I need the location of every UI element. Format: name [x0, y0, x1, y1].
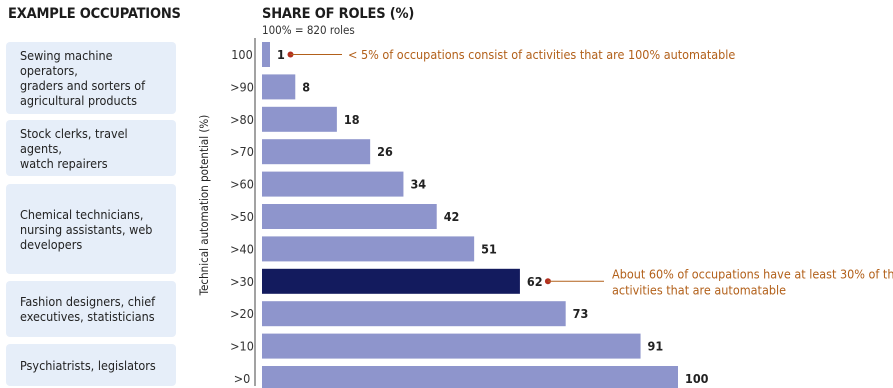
tick-label: >40: [230, 241, 254, 256]
data-label: 100: [685, 371, 709, 386]
occupation-line: Stock clerks, travel agents,: [20, 125, 128, 156]
occupation-line: developers: [20, 236, 83, 252]
tick-label: >0: [234, 371, 251, 386]
tick-label: >70: [230, 144, 254, 159]
annotation-text: About 60% of occupations have at least 3…: [612, 266, 893, 281]
occupation-box: Stock clerks, travel agents, watch repair…: [6, 120, 176, 176]
occupation-box: Sewing machine operators, graders and sor…: [6, 42, 176, 114]
bar: [262, 301, 566, 327]
data-label: 34: [410, 177, 426, 192]
occupation-line: Psychiatrists, legislators: [20, 357, 156, 373]
data-label: 91: [648, 339, 664, 354]
bar: [262, 74, 296, 100]
annotation-text: activities that are automatable: [612, 282, 786, 297]
bar: [262, 366, 678, 388]
data-label: 1: [277, 47, 285, 62]
data-label: 62: [527, 274, 543, 289]
tick-label: 100: [231, 47, 252, 62]
chart-subtitle: 100% = 820 roles: [262, 23, 355, 37]
tick-label: >10: [230, 339, 254, 354]
occupation-line: Chemical technicians,: [20, 206, 144, 222]
occupation-line: graders and sorters of: [20, 78, 146, 93]
tick-label: >20: [230, 306, 254, 321]
data-label: 8: [302, 79, 310, 94]
data-label: 18: [344, 112, 360, 127]
data-label: 73: [573, 306, 589, 321]
bar: [262, 236, 475, 262]
occupation-box: Fashion designers, chief executives, stat…: [6, 281, 176, 337]
occupation-box: Psychiatrists, legislators: [6, 344, 176, 386]
bar-highlight: [262, 268, 520, 294]
tick-label: >50: [230, 209, 254, 224]
occupation-line: nursing assistants, web: [20, 221, 153, 237]
bar: [262, 333, 641, 359]
occupations-heading: EXAMPLE OCCUPATIONS: [8, 6, 181, 22]
occupation-line: Sewing machine operators,: [20, 48, 113, 78]
bar: [262, 171, 404, 197]
bar: [262, 204, 437, 229]
data-label: 26: [377, 144, 393, 159]
chart-title: SHARE OF ROLES (%): [262, 6, 415, 22]
occupation-line: agricultural products: [20, 93, 138, 108]
bar: [262, 139, 371, 165]
tick-label: >80: [230, 112, 254, 127]
occupation-line: Fashion designers, chief: [20, 294, 156, 309]
annotation-text: < 5% of occupations consist of activitie…: [348, 47, 735, 62]
occupation-box: Chemical technicians, nursing assistants,…: [6, 184, 176, 274]
occupation-line: watch repairers: [20, 155, 108, 171]
occupation-line: executives, statisticians: [20, 309, 155, 324]
bar: [262, 42, 270, 67]
tick-label: >30: [230, 274, 254, 289]
tick-label: >90: [230, 79, 254, 94]
data-label: 42: [444, 209, 460, 224]
data-label: 51: [481, 241, 497, 256]
tick-label: >60: [230, 177, 254, 192]
bar: [262, 106, 337, 132]
